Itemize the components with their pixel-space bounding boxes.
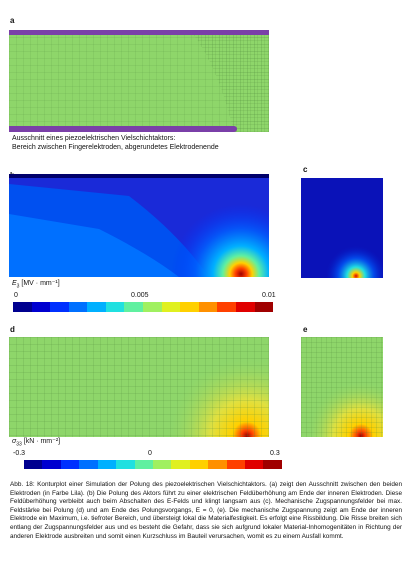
colorbar-segment xyxy=(97,460,117,469)
colorbar-segment xyxy=(68,302,88,312)
panel-a-caption-line1: Ausschnitt eines piezoelektrischen Viels… xyxy=(12,135,176,142)
panel-b-field-plot xyxy=(9,174,269,277)
figure-caption: Abb. 18: Konturplot einer Simulation der… xyxy=(10,481,402,540)
colorbar-s33-tick-mid: 0 xyxy=(148,450,152,457)
colorbar-e3-tick-max: 0.01 xyxy=(262,292,276,299)
panel-a-letter: a xyxy=(10,16,15,25)
colorbar-segment xyxy=(60,460,80,469)
panel-d-letter: d xyxy=(10,325,15,334)
colorbar-e3-label: E3 [MV · mm⁻¹] xyxy=(12,280,60,290)
panel-a-mesh-plot xyxy=(9,30,269,132)
colorbar-segment xyxy=(42,460,61,469)
colorbar-segment xyxy=(24,460,43,469)
panel-e-letter: e xyxy=(303,325,308,334)
colorbar-segment xyxy=(161,302,181,312)
colorbar-segment xyxy=(79,460,98,469)
colorbar-segment xyxy=(124,302,144,312)
colorbar-segment xyxy=(189,460,209,469)
colorbar-segment xyxy=(116,460,135,469)
colorbar-segment xyxy=(245,460,264,469)
colorbar-segment xyxy=(50,302,69,312)
colorbar-segment xyxy=(152,460,172,469)
colorbar-segment xyxy=(217,302,236,312)
colorbar-s33 xyxy=(24,460,282,469)
colorbar-segment xyxy=(134,460,153,469)
colorbar-s33-tick-max: 0.3 xyxy=(270,450,280,457)
colorbar-segment xyxy=(13,302,32,312)
colorbar-segment xyxy=(254,302,274,312)
panel-a-caption-line2: Bereich zwischen Fingerelektroden, abger… xyxy=(12,144,219,151)
colorbar-e3-tick-min: 0 xyxy=(14,292,18,299)
panel-e-stress-plot xyxy=(301,337,383,437)
colorbar-segment xyxy=(208,460,227,469)
colorbar-segment xyxy=(226,460,246,469)
colorbar-segment xyxy=(235,302,255,312)
colorbar-segment xyxy=(171,460,190,469)
colorbar-segment xyxy=(198,302,218,312)
colorbar-s33-tick-min: -0.3 xyxy=(13,450,26,457)
panel-c-field-plot xyxy=(301,178,383,278)
panel-d-stress-plot xyxy=(9,337,269,437)
colorbar-e3 xyxy=(13,302,274,312)
colorbar-segment xyxy=(180,302,199,312)
panel-c-letter: c xyxy=(303,165,308,174)
colorbar-s33-label: σ33 [kN · mm⁻²] xyxy=(12,438,61,448)
colorbar-segment xyxy=(143,302,162,312)
colorbar-segment xyxy=(263,460,282,469)
colorbar-segment xyxy=(31,302,51,312)
colorbar-e3-tick-mid: 0.005 xyxy=(131,292,149,299)
colorbar-segment xyxy=(87,302,106,312)
colorbar-segment xyxy=(105,302,125,312)
